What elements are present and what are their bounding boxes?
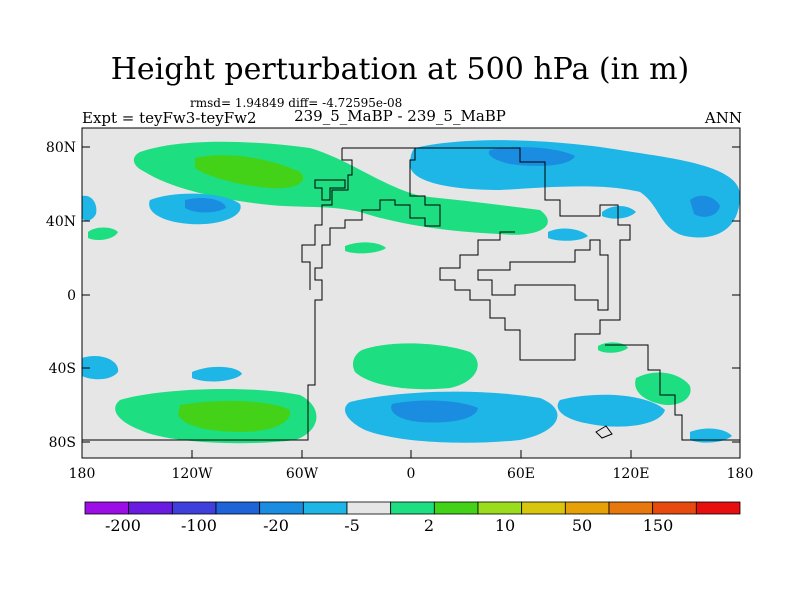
colorbar-swatch [259,501,304,515]
coastline-northern-landmass [301,148,353,290]
lon-label: 60E [506,466,536,482]
axis-ticks [81,146,741,458]
negative-anomaly-core [488,147,575,166]
map-panel [81,127,741,459]
colorbar-label: 50 [571,516,593,535]
colorbar-swatch [390,501,435,515]
colorbar-label: -20 [263,516,289,535]
colorbar-swatch [477,501,523,515]
colorbar [84,501,741,515]
colorbar-label: 2 [423,516,435,535]
colorbar-swatch [84,501,130,515]
colorbar-label: -200 [105,516,141,535]
colorbar-swatch [608,501,654,515]
positive-anomaly-core [178,400,291,432]
colorbar-swatch [171,501,217,515]
runs-label: 239_5_MaBP - 239_5_MaBP [294,107,506,125]
negative-anomaly-core [690,195,720,217]
stats-text: rmsd= 1.94849 diff= -4.72595e-08 [190,96,403,110]
colorbar-label: -100 [181,516,217,535]
lat-label: 80S [48,435,76,451]
coastline-southern-landmass [605,344,740,441]
negative-anomaly-fields [82,140,740,443]
colorbar-label: 10 [494,516,516,535]
lat-label: 40S [48,361,76,377]
lon-label: 120W [171,466,213,482]
lon-label: 0 [406,466,416,482]
lat-label: 40N [45,214,76,230]
coastline-inner-sea [314,179,346,201]
colorbar-swatch [521,501,566,515]
positive-anomaly-region [88,227,118,240]
colorbar-swatch [433,501,479,515]
negative-anomaly-region [557,394,665,427]
colorbar-swatch [128,501,173,515]
coastlines [82,147,740,441]
lon-label: 180 [68,466,96,482]
coastline-eastern-landmass [415,147,631,361]
lon-label: 60W [285,466,319,482]
colorbar-label: -5 [344,516,360,535]
colorbar-swatch [652,501,697,515]
colorbar-swatch [346,501,392,515]
negative-anomaly-region [410,140,740,238]
coastline-northern-landmass [82,147,441,441]
experiment-label: Expt = teyFw3-teyFw2 [82,109,257,127]
positive-anomaly-region [635,372,691,406]
season-label: ANN [704,109,742,127]
lon-label: 120E [612,466,650,482]
colorbar-swatch [695,501,741,515]
lat-label: 0 [67,288,76,304]
lat-label: 80N [45,140,76,156]
negative-anomaly-core [185,197,226,213]
colorbar-swatch [564,501,610,515]
negative-anomaly-core [391,400,478,423]
colorbar-label: 150 [642,516,674,535]
map-title: Height perturbation at 500 hPa (in m) [110,52,690,87]
negative-anomaly-region [690,428,732,443]
positive-anomaly-region [345,242,386,254]
colorbar-swatch [215,501,261,515]
negative-anomaly-region [548,228,588,241]
negative-anomaly-region [82,195,97,221]
lon-label: 180 [726,466,754,482]
coastline-island [595,425,613,439]
colorbar-swatch [302,501,348,515]
negative-anomaly-region [82,355,119,380]
positive-anomaly-region [352,343,478,390]
negative-anomaly-region [602,206,636,219]
coastline-inland-lake [477,239,609,311]
negative-anomaly-region [192,366,242,382]
positive-anomaly-core [195,155,304,189]
